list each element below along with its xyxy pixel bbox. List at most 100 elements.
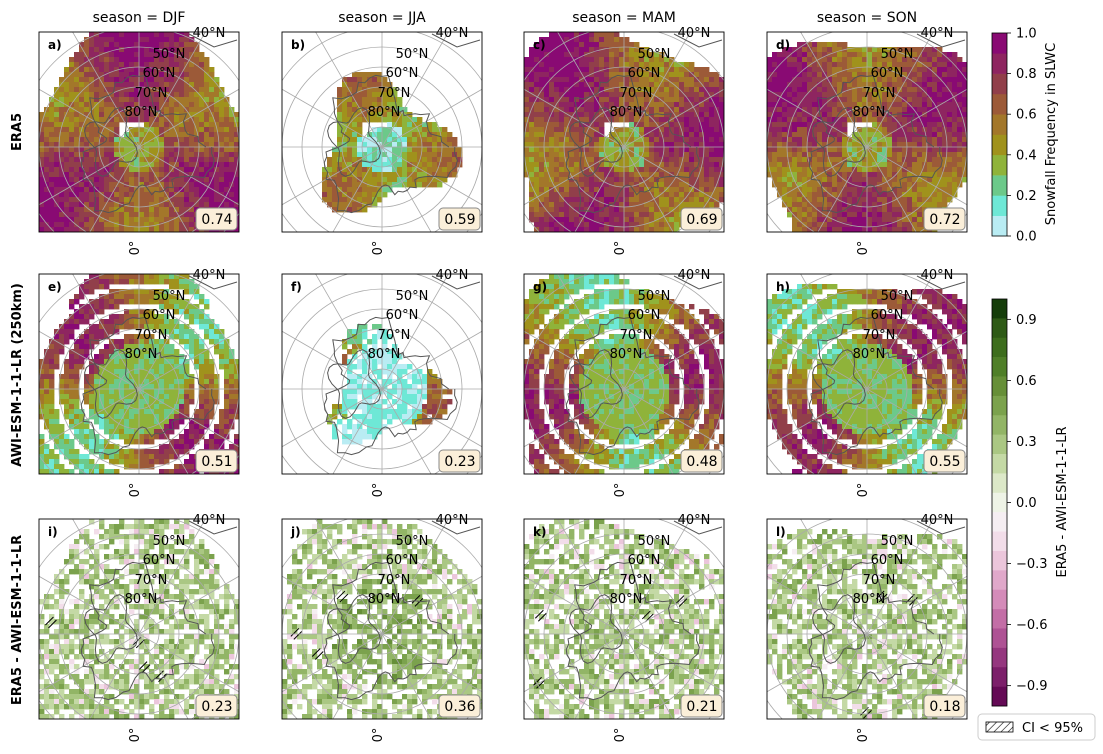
data-cell <box>194 147 200 153</box>
data-cell <box>882 227 888 232</box>
data-cell <box>402 137 408 143</box>
data-cell <box>134 212 140 218</box>
data-cell <box>534 167 540 173</box>
data-cell <box>169 82 175 88</box>
data-cell <box>104 67 110 73</box>
data-cell <box>114 42 120 48</box>
data-cell <box>639 67 645 73</box>
data-cell <box>812 157 818 163</box>
data-cell <box>109 82 115 88</box>
data-cell <box>189 62 195 68</box>
data-cell <box>337 182 343 188</box>
data-cell <box>49 177 55 183</box>
data-cell <box>129 52 135 58</box>
data-cell <box>609 167 615 173</box>
data-cell <box>669 222 675 228</box>
data-cell <box>822 132 828 138</box>
data-cell <box>714 122 720 128</box>
data-cell <box>164 42 170 48</box>
data-cell <box>134 77 140 83</box>
data-cell <box>922 137 928 143</box>
data-cell <box>669 177 675 183</box>
data-cell <box>862 97 868 103</box>
data-cell <box>644 62 650 68</box>
data-cell <box>827 162 833 168</box>
data-cell <box>154 37 160 43</box>
data-cell <box>634 102 640 108</box>
data-cell <box>689 172 695 178</box>
data-cell <box>534 107 540 113</box>
data-cell <box>204 137 210 143</box>
data-cell <box>109 127 115 133</box>
data-cell <box>129 152 135 158</box>
data-cell <box>649 102 655 108</box>
data-cell <box>807 82 813 88</box>
data-cell <box>882 137 888 143</box>
data-cell <box>842 167 848 173</box>
data-cell <box>342 87 348 93</box>
data-cell <box>932 62 938 68</box>
data-cell <box>782 67 788 73</box>
data-cell <box>174 142 180 148</box>
data-cell <box>609 82 615 88</box>
data-cell <box>382 162 388 168</box>
data-cell <box>174 82 180 88</box>
data-cell <box>184 187 190 193</box>
data-cell <box>812 212 818 218</box>
data-cell <box>114 212 120 218</box>
data-cell <box>792 162 798 168</box>
data-cell <box>669 102 675 108</box>
data-cell <box>149 62 155 68</box>
data-cell <box>574 197 580 203</box>
data-cell <box>129 187 135 193</box>
data-cell <box>554 32 560 38</box>
data-cell <box>554 37 560 43</box>
data-cell <box>917 92 923 98</box>
data-cell <box>64 227 70 232</box>
data-cell <box>549 167 555 173</box>
data-cell <box>164 137 170 143</box>
data-cell <box>214 202 220 208</box>
data-cell <box>84 102 90 108</box>
score-value: 0.69 <box>686 212 717 228</box>
data-cell <box>669 212 675 218</box>
data-cell <box>164 92 170 98</box>
data-cell <box>342 202 348 208</box>
data-cell <box>529 52 535 58</box>
data-cell <box>204 162 210 168</box>
data-cell <box>174 132 180 138</box>
data-cell <box>119 197 125 203</box>
data-cell <box>219 172 225 178</box>
data-cell <box>952 107 958 113</box>
data-cell <box>184 274 190 280</box>
data-cell <box>544 97 550 103</box>
data-cell <box>777 77 783 83</box>
data-cell <box>104 87 110 93</box>
data-cell <box>534 132 540 138</box>
data-cell <box>89 197 95 203</box>
data-cell <box>529 192 535 198</box>
data-cell <box>574 82 580 88</box>
data-cell <box>872 162 878 168</box>
data-cell <box>877 147 883 153</box>
data-cell <box>584 187 590 193</box>
data-cell <box>689 112 695 118</box>
data-cell <box>49 157 55 163</box>
data-cell <box>827 217 833 223</box>
data-cell <box>659 102 665 108</box>
data-cell <box>822 42 828 48</box>
data-cell <box>129 42 135 48</box>
data-cell <box>554 52 560 58</box>
data-cell <box>629 137 635 143</box>
data-cell <box>614 182 620 188</box>
data-cell <box>99 52 105 58</box>
data-cell <box>94 82 100 88</box>
data-cell <box>609 222 615 228</box>
data-cell <box>69 299 75 305</box>
data-cell <box>199 299 205 305</box>
data-cell <box>89 127 95 133</box>
data-cell <box>599 167 605 173</box>
data-cell <box>44 172 50 178</box>
data-cell <box>427 142 433 148</box>
data-cell <box>412 122 418 128</box>
